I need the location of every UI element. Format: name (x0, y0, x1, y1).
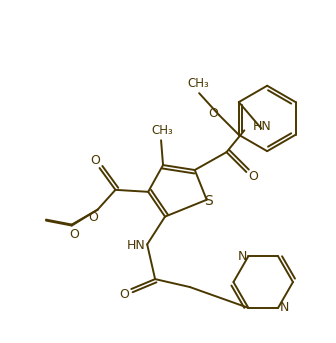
Text: O: O (69, 228, 79, 241)
Text: HN: HN (252, 120, 271, 133)
Text: O: O (208, 107, 218, 120)
Text: N: N (238, 250, 247, 263)
Text: CH₃: CH₃ (151, 124, 173, 137)
Text: O: O (89, 211, 98, 224)
Text: S: S (204, 194, 213, 208)
Text: O: O (119, 288, 129, 301)
Text: CH₃: CH₃ (187, 77, 209, 90)
Text: O: O (91, 154, 100, 167)
Text: N: N (279, 301, 289, 314)
Text: O: O (248, 170, 258, 184)
Text: HN: HN (126, 239, 145, 252)
